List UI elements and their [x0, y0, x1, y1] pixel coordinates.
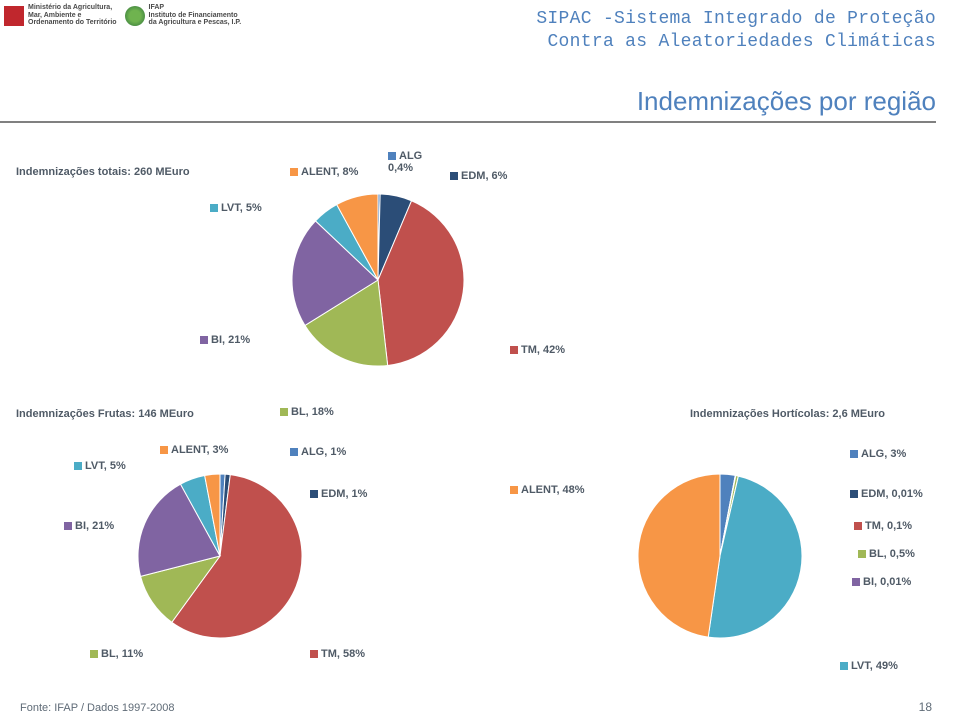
slice-label: LVT, 49%: [840, 660, 898, 672]
ifap-logo: IFAP Instituto de Financiamento da Agric…: [125, 4, 242, 27]
slice-label: ALENT, 8%: [290, 166, 358, 178]
slice-label: BL, 0,5%: [858, 548, 915, 560]
legend-swatch-icon: [840, 662, 848, 670]
legend-swatch-icon: [90, 650, 98, 658]
slice-label: BL, 11%: [90, 648, 143, 660]
slice-label: BI, 21%: [64, 520, 114, 532]
legend-swatch-icon: [850, 490, 858, 498]
legend-swatch-icon: [74, 462, 82, 470]
slice-label: BL, 18%: [280, 406, 334, 418]
legend-swatch-icon: [850, 450, 858, 458]
legend-swatch-icon: [310, 490, 318, 498]
system-title: SIPAC -Sistema Integrado de Proteção Con…: [536, 8, 936, 53]
slice-label: BI, 21%: [200, 334, 250, 346]
slice-label: ALG0,4%: [388, 150, 422, 174]
page-title: Indemnizações por região: [0, 86, 936, 123]
pie-slice: [638, 474, 720, 637]
slice-label: ALG, 1%: [290, 446, 346, 458]
legend-swatch-icon: [210, 204, 218, 212]
chart-title-frutas: Indemnizações Frutas: 146 MEuro: [16, 408, 194, 420]
slice-label: EDM, 6%: [450, 170, 507, 182]
ministry-logo: Ministério da Agricultura, Mar, Ambiente…: [4, 4, 117, 27]
legend-swatch-icon: [64, 522, 72, 530]
legend-swatch-icon: [310, 650, 318, 658]
slice-label: LVT, 5%: [210, 202, 262, 214]
legend-swatch-icon: [510, 346, 518, 354]
legend-swatch-icon: [852, 578, 860, 586]
chart-title-horticolas: Indemnizações Hortícolas: 2,6 MEuro: [690, 408, 885, 420]
legend-swatch-icon: [858, 550, 866, 558]
slice-label: ALG, 3%: [850, 448, 906, 460]
slice-label: BI, 0,01%: [852, 576, 911, 588]
page-number: 18: [919, 700, 932, 714]
ifap-text: IFAP Instituto de Financiamento da Agric…: [149, 4, 242, 27]
legend-swatch-icon: [450, 172, 458, 180]
ministry-text: Ministério da Agricultura, Mar, Ambiente…: [28, 4, 117, 27]
ifap-icon: [125, 6, 145, 26]
legend-swatch-icon: [854, 522, 862, 530]
slice-label: ALENT, 48%: [510, 484, 585, 496]
chart-title-totais: Indemnizações totais: 260 MEuro: [16, 166, 190, 178]
pie-frutas-svg: [138, 474, 302, 638]
header-logos: Ministério da Agricultura, Mar, Ambiente…: [4, 4, 241, 27]
system-title-line2: Contra as Aleatoriedades Climáticas: [536, 31, 936, 54]
crest-icon: [4, 6, 24, 26]
legend-swatch-icon: [290, 168, 298, 176]
source-text: Fonte: IFAP / Dados 1997-2008: [20, 702, 175, 714]
slice-label: TM, 0,1%: [854, 520, 912, 532]
slice-label: ALENT, 3%: [160, 444, 228, 456]
pie-totais-svg: [292, 194, 464, 366]
slice-label: EDM, 0,01%: [850, 488, 923, 500]
slice-label: TM, 42%: [510, 344, 565, 356]
pie-horticolas-svg: [638, 474, 802, 638]
slice-label: EDM, 1%: [310, 488, 367, 500]
slice-label: LVT, 5%: [74, 460, 126, 472]
legend-swatch-icon: [510, 486, 518, 494]
legend-swatch-icon: [290, 448, 298, 456]
legend-swatch-icon: [280, 408, 288, 416]
legend-swatch-icon: [388, 152, 396, 160]
system-title-line1: SIPAC -Sistema Integrado de Proteção: [536, 8, 936, 31]
legend-swatch-icon: [160, 446, 168, 454]
slice-label: TM, 58%: [310, 648, 365, 660]
legend-swatch-icon: [200, 336, 208, 344]
